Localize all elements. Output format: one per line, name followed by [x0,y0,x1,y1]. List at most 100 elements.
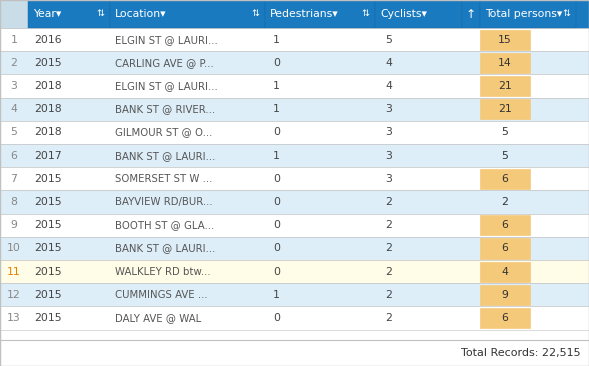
Text: 2015: 2015 [34,266,62,277]
Text: 9: 9 [11,220,18,230]
Bar [0,167,589,190]
Text: 8: 8 [11,197,18,207]
Text: 1: 1 [273,150,280,161]
Text: Year▾: Year▾ [33,9,61,19]
Bar [462,0,480,28]
Text: 4: 4 [11,104,18,114]
Text: 2017: 2017 [34,150,62,161]
Bar [0,0,589,28]
Bar [28,0,110,28]
Bar [480,76,530,96]
Text: Total Records: 22,515: Total Records: 22,515 [461,348,581,358]
Text: BANK ST @ LAURI...: BANK ST @ LAURI... [115,150,216,161]
Text: 0: 0 [273,58,280,68]
Text: 4: 4 [385,58,392,68]
Text: SOMERSET ST W ...: SOMERSET ST W ... [115,174,213,184]
Bar [480,53,530,73]
Text: 2015: 2015 [34,313,62,323]
Text: Cyclists▾: Cyclists▾ [380,9,427,19]
Text: ↑: ↑ [466,7,476,20]
Bar [0,283,589,306]
Text: 2: 2 [385,197,392,207]
Text: 2015: 2015 [34,174,62,184]
Bar [0,260,589,283]
Text: 10: 10 [7,243,21,253]
Text: 0: 0 [273,174,280,184]
Text: 0: 0 [273,313,280,323]
Text: ELGIN ST @ LAURI...: ELGIN ST @ LAURI... [115,81,218,91]
Text: Location▾: Location▾ [115,9,167,19]
Text: 6: 6 [502,243,508,253]
Bar [0,144,589,167]
Bar [480,0,576,28]
Bar [0,28,589,51]
Bar [0,190,589,214]
Text: 2015: 2015 [34,220,62,230]
Text: 14: 14 [498,58,512,68]
Text: 2: 2 [385,220,392,230]
Text: BANK ST @ LAURI...: BANK ST @ LAURI... [115,243,216,253]
Text: 3: 3 [385,127,392,137]
Bar [110,0,265,28]
Bar [0,237,589,260]
Text: 6: 6 [11,150,18,161]
Text: ⇅: ⇅ [562,10,570,19]
Text: 6: 6 [502,174,508,184]
Text: WALKLEY RD btw...: WALKLEY RD btw... [115,266,211,277]
Bar [375,0,462,28]
Text: 4: 4 [502,266,508,277]
Text: 1: 1 [273,290,280,300]
Text: 2018: 2018 [34,127,62,137]
Text: ⇅: ⇅ [251,10,259,19]
Bar [480,285,530,305]
Text: 2018: 2018 [34,104,62,114]
Text: 2: 2 [502,197,508,207]
Text: 7: 7 [11,174,18,184]
Text: BANK ST @ RIVER...: BANK ST @ RIVER... [115,104,215,114]
Text: Pedestrians▾: Pedestrians▾ [270,9,339,19]
Text: 13: 13 [7,313,21,323]
Bar [0,51,589,74]
Text: 2: 2 [385,243,392,253]
Text: ⇅: ⇅ [96,10,104,19]
Text: 12: 12 [7,290,21,300]
Text: 1: 1 [273,104,280,114]
Text: CUMMINGS AVE ...: CUMMINGS AVE ... [115,290,208,300]
Bar [480,169,530,189]
Bar [0,0,28,28]
Bar [0,121,589,144]
Text: 3: 3 [385,150,392,161]
Text: DALY AVE @ WAL: DALY AVE @ WAL [115,313,201,323]
Text: 2015: 2015 [34,197,62,207]
Text: 9: 9 [502,290,508,300]
Text: 5: 5 [11,127,18,137]
Text: 2: 2 [385,266,392,277]
Text: 1: 1 [273,81,280,91]
Text: 21: 21 [498,81,512,91]
Text: 15: 15 [498,35,512,45]
Text: 2015: 2015 [34,290,62,300]
Text: 2015: 2015 [34,243,62,253]
Text: 2: 2 [11,58,18,68]
Text: 1: 1 [273,35,280,45]
Bar [480,308,530,328]
Text: 3: 3 [385,174,392,184]
Text: 0: 0 [273,197,280,207]
Text: 3: 3 [11,81,18,91]
Text: 0: 0 [273,220,280,230]
Text: 6: 6 [502,313,508,323]
Text: 2018: 2018 [34,81,62,91]
Text: 3: 3 [385,104,392,114]
Text: BOOTH ST @ GLA...: BOOTH ST @ GLA... [115,220,214,230]
Text: GILMOUR ST @ O...: GILMOUR ST @ O... [115,127,213,137]
Text: 6: 6 [502,220,508,230]
Bar [0,74,589,98]
Text: 0: 0 [273,243,280,253]
Bar [480,238,530,258]
Text: 2015: 2015 [34,58,62,68]
Text: ⇅: ⇅ [361,10,369,19]
Text: 0: 0 [273,266,280,277]
Bar [480,30,530,50]
Text: CARLING AVE @ P...: CARLING AVE @ P... [115,58,214,68]
Bar [0,340,589,366]
